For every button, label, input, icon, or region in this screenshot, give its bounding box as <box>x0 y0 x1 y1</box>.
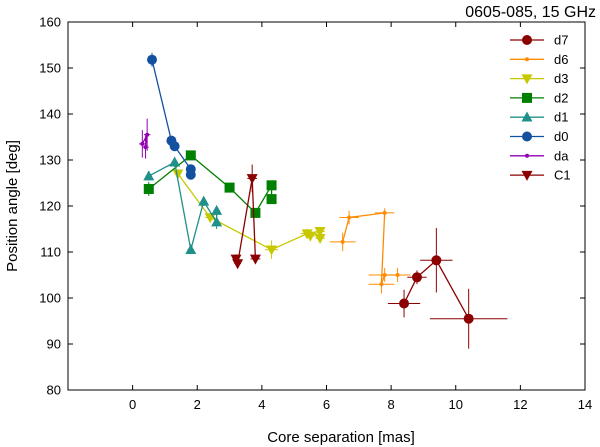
legend-label: d2 <box>554 90 568 105</box>
data-point <box>185 150 196 161</box>
data-point <box>431 255 442 266</box>
data-point <box>379 282 384 287</box>
x-axis-label: Core separation [mas] <box>267 429 415 446</box>
y-axis-label: Position angle [deg] <box>4 140 21 272</box>
data-point <box>347 215 352 220</box>
series-line <box>177 173 321 251</box>
data-point <box>395 273 400 277</box>
legend-label: da <box>554 148 569 163</box>
data-point <box>399 298 410 309</box>
legend-marker <box>522 131 532 142</box>
data-point <box>246 174 258 185</box>
legend-label: C1 <box>554 168 571 183</box>
x-tick-label: 6 <box>323 397 330 412</box>
data-point <box>304 231 316 242</box>
series-line <box>403 259 470 320</box>
data-point <box>211 204 223 215</box>
data-point <box>143 145 148 150</box>
data-point <box>314 227 326 238</box>
legend-item-d0: d0 <box>510 129 568 144</box>
chart-title: 0605-085, 15 GHz <box>465 4 596 21</box>
legend-item-d7: d7 <box>510 33 568 48</box>
legend-item-d2: d2 <box>510 90 568 105</box>
data-point <box>266 245 278 256</box>
y-tick-label: 110 <box>40 245 61 260</box>
legend-label: d0 <box>554 129 568 144</box>
data-point <box>411 272 422 283</box>
y-tick-label: 100 <box>39 291 61 306</box>
series-da <box>139 118 151 159</box>
data-point <box>143 183 154 194</box>
data-point <box>169 156 181 167</box>
y-tick-label: 130 <box>39 153 61 168</box>
legend-marker <box>522 92 532 103</box>
data-point <box>266 180 277 191</box>
series-C1 <box>230 164 261 270</box>
series-line <box>148 161 218 250</box>
data-point <box>250 207 261 218</box>
series-d2 <box>143 150 277 218</box>
legend-item-da: da <box>510 148 569 163</box>
x-tick-label: 8 <box>388 397 395 412</box>
legend-label: d3 <box>554 71 568 86</box>
data-point <box>172 169 184 180</box>
legend-label: d6 <box>554 52 568 67</box>
legend-label: d1 <box>554 110 568 125</box>
series-layer <box>139 52 508 349</box>
legend-label: d7 <box>554 33 568 48</box>
data-point <box>463 313 474 324</box>
series-d1 <box>143 156 223 255</box>
data-point <box>185 169 196 180</box>
legend-item-d6: d6 <box>510 52 568 67</box>
y-tick-label: 150 <box>39 61 61 76</box>
y-tick-label: 120 <box>39 199 61 214</box>
data-point <box>382 210 387 215</box>
legend: d7 d6 d3 d2 d1 d0 da C1 <box>510 33 571 183</box>
legend-item-d1: d1 <box>510 110 568 125</box>
legend-item-d3: d3 <box>510 71 568 86</box>
data-point <box>249 254 261 265</box>
x-tick-label: 10 <box>449 397 463 412</box>
data-point <box>198 195 210 206</box>
data-point <box>185 243 197 254</box>
x-tick-label: 4 <box>258 397 265 412</box>
y-tick-label: 140 <box>39 107 61 122</box>
x-tick-label: 2 <box>194 397 201 412</box>
plot-frame <box>67 21 586 391</box>
legend-marker <box>525 153 529 158</box>
series-d3 <box>172 169 326 259</box>
series-d0 <box>147 52 196 180</box>
legend-marker <box>521 111 533 122</box>
legend-marker <box>521 170 533 181</box>
data-point <box>143 170 155 181</box>
legend-item-C1: C1 <box>510 168 571 183</box>
y-tick-label: 90 <box>47 337 61 352</box>
data-point <box>211 216 223 227</box>
x-tick-label: 12 <box>513 397 527 412</box>
y-tick-label: 160 <box>39 15 61 30</box>
series-d7 <box>387 228 508 349</box>
series-line <box>151 59 192 175</box>
data-point <box>145 132 150 137</box>
axes: 0 2 4 6 8 10 12 14 80 90 100 110 120 130 140 150 160 <box>39 15 592 413</box>
data-point <box>169 141 180 152</box>
series-line <box>342 212 398 285</box>
data-point <box>232 259 244 270</box>
legend-marker <box>525 57 529 62</box>
legend-marker <box>521 74 533 85</box>
legend-marker <box>522 35 532 45</box>
x-tick-label: 0 <box>129 397 136 412</box>
data-point <box>340 239 345 244</box>
data-point <box>147 54 158 65</box>
data-point <box>314 233 326 244</box>
data-point <box>140 141 145 146</box>
y-tick-label: 80 <box>47 383 61 398</box>
data-point <box>224 182 235 193</box>
data-point <box>266 194 277 205</box>
series-d6 <box>329 208 411 294</box>
x-tick-label: 14 <box>578 397 592 412</box>
